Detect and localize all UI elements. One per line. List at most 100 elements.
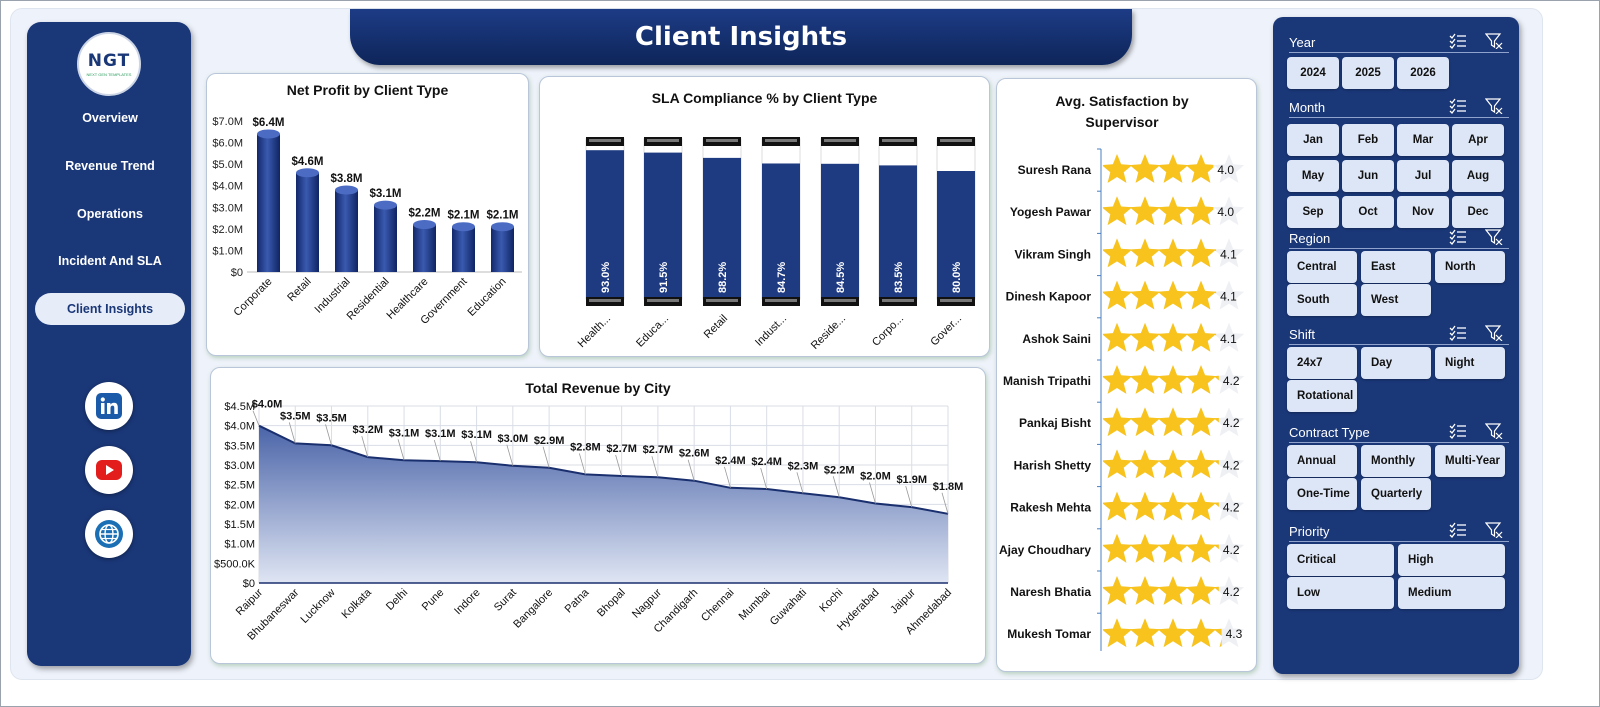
globe-icon <box>95 520 123 548</box>
slicer-option-south[interactable]: South <box>1287 284 1357 316</box>
slicer-option-low[interactable]: Low <box>1287 577 1394 609</box>
slicer-option-may[interactable]: May <box>1287 160 1339 192</box>
slicer-option-sep[interactable]: Sep <box>1287 196 1339 228</box>
clear-filter-icon[interactable] <box>1485 33 1503 49</box>
star-filled <box>1157 238 1189 268</box>
star-filled <box>1213 291 1217 294</box>
revenue-data-label: $2.3M <box>788 460 819 472</box>
slicer-option-monthly[interactable]: Monthly <box>1361 445 1431 477</box>
slicer-option-2024[interactable]: 2024 <box>1287 57 1339 89</box>
city-label: Jaipur <box>888 586 918 616</box>
data-label-leader <box>905 485 913 508</box>
website-button[interactable] <box>85 510 133 558</box>
slicer-option-apr[interactable]: Apr <box>1452 124 1504 156</box>
slicer-option-2026[interactable]: 2026 <box>1397 57 1449 89</box>
star-filled <box>1213 333 1217 336</box>
star-filled <box>1129 533 1161 563</box>
nav-incident-and-sla[interactable]: Incident And SLA <box>58 254 162 268</box>
slicer-option-jan[interactable]: Jan <box>1287 124 1339 156</box>
slicer-option-east[interactable]: East <box>1361 251 1431 283</box>
slicer-option-north[interactable]: North <box>1435 251 1505 283</box>
slicer-option-jul[interactable]: Jul <box>1397 160 1449 192</box>
star-filled <box>1103 196 1133 226</box>
nav-operations[interactable]: Operations <box>77 207 143 221</box>
star-filled <box>1157 154 1189 183</box>
header-banner: Client Insights <box>350 9 1132 65</box>
linkedin-button[interactable] <box>85 382 133 430</box>
multi-select-icon[interactable] <box>1449 423 1467 439</box>
slicer-option-critical[interactable]: Critical <box>1287 544 1394 576</box>
nav-revenue-trend[interactable]: Revenue Trend <box>65 159 155 173</box>
slicer-option-nov[interactable]: Nov <box>1397 196 1449 228</box>
sla-bar <box>762 163 800 299</box>
nav-overview[interactable]: Overview <box>82 111 138 125</box>
slicer-option-medium[interactable]: Medium <box>1398 577 1505 609</box>
clear-filter-icon[interactable] <box>1485 522 1503 538</box>
clear-filter-icon[interactable] <box>1485 325 1503 341</box>
revenue-data-label: $2.4M <box>715 455 746 467</box>
y-tick-label: $4.0M <box>212 181 243 193</box>
slicer-option-annual[interactable]: Annual <box>1287 445 1357 477</box>
slicer-option-dec[interactable]: Dec <box>1452 196 1504 228</box>
youtube-button[interactable] <box>85 446 133 494</box>
data-label-leader <box>252 410 260 426</box>
revenue-data-label: $2.4M <box>751 456 782 468</box>
slicer-option-24x7[interactable]: 24x7 <box>1287 347 1357 379</box>
star-filled <box>1157 618 1189 648</box>
slicer-option-night[interactable]: Night <box>1435 347 1505 379</box>
star-filled <box>1213 628 1222 648</box>
satisfaction-value: 4.3 <box>1226 627 1243 641</box>
slicer-option-2025[interactable]: 2025 <box>1342 57 1394 89</box>
slicer-option-central[interactable]: Central <box>1287 251 1357 283</box>
slicer-option-multi-year[interactable]: Multi-Year <box>1435 445 1505 477</box>
revenue-data-label: $2.7M <box>606 443 637 455</box>
star-filled <box>1129 322 1161 352</box>
clear-filter-icon[interactable] <box>1485 423 1503 439</box>
multi-select-icon[interactable] <box>1449 33 1467 49</box>
y-tick-label: $6.0M <box>212 138 243 150</box>
city-label: Indore <box>452 587 483 618</box>
clear-filter-icon[interactable] <box>1485 98 1503 114</box>
supervisor-label: Ashok Saini <box>1022 332 1091 346</box>
youtube-icon <box>96 460 122 480</box>
slicer-option-quarterly[interactable]: Quarterly <box>1361 478 1431 510</box>
multi-select-icon[interactable] <box>1449 98 1467 114</box>
nav-client-insights[interactable]: Client Insights <box>35 293 185 325</box>
slicer-option-rotational[interactable]: Rotational <box>1287 380 1357 412</box>
multi-select-icon[interactable] <box>1449 522 1467 538</box>
slicer-option-high[interactable]: High <box>1398 544 1505 576</box>
multi-select-icon[interactable] <box>1449 229 1467 245</box>
slicer-option-one-time[interactable]: One-Time <box>1287 478 1357 510</box>
star-rating <box>1103 196 1214 226</box>
net-profit-title: Net Profit by Client Type <box>286 82 449 98</box>
sla-category-label: Educa... <box>634 313 671 350</box>
slicer-option-mar[interactable]: Mar <box>1397 124 1449 156</box>
slicer-title: Contract Type <box>1289 425 1370 440</box>
city-label: Guwahati <box>768 587 809 628</box>
supervisor-label: Vikram Singh <box>1015 247 1091 261</box>
logo-subtext: NEXT GEN TEMPLATES <box>86 72 132 77</box>
net-profit-panel: Net Profit by Client Type $0 $1.0M $2.0M $3… <box>206 73 529 356</box>
revenue-data-label: $3.0M <box>498 433 529 445</box>
slicer-option-day[interactable]: Day <box>1361 347 1431 379</box>
profit-category-label: Education <box>466 276 509 319</box>
star-filled <box>1129 449 1161 479</box>
linkedin-icon <box>96 393 122 419</box>
profit-bar-top <box>491 222 514 232</box>
star-filled <box>1213 375 1219 381</box>
multi-select-icon[interactable] <box>1449 325 1467 341</box>
supervisor-label: Harish Shetty <box>1014 458 1092 472</box>
slicer-option-aug[interactable]: Aug <box>1452 160 1504 192</box>
clear-filter-icon[interactable] <box>1485 229 1503 245</box>
star-filled <box>1129 280 1161 310</box>
star-filled <box>1103 491 1133 521</box>
slicer-option-west[interactable]: West <box>1361 284 1431 316</box>
slicer-title: Priority <box>1289 524 1330 539</box>
sla-category-label: Health... <box>576 313 613 350</box>
slicer-option-oct[interactable]: Oct <box>1342 196 1394 228</box>
slicer-option-feb[interactable]: Feb <box>1342 124 1394 156</box>
slicer-option-jun[interactable]: Jun <box>1342 160 1394 192</box>
star-rating <box>1103 280 1217 310</box>
star-filled <box>1103 365 1133 394</box>
sla-bar-label: 88.2% <box>717 262 729 293</box>
